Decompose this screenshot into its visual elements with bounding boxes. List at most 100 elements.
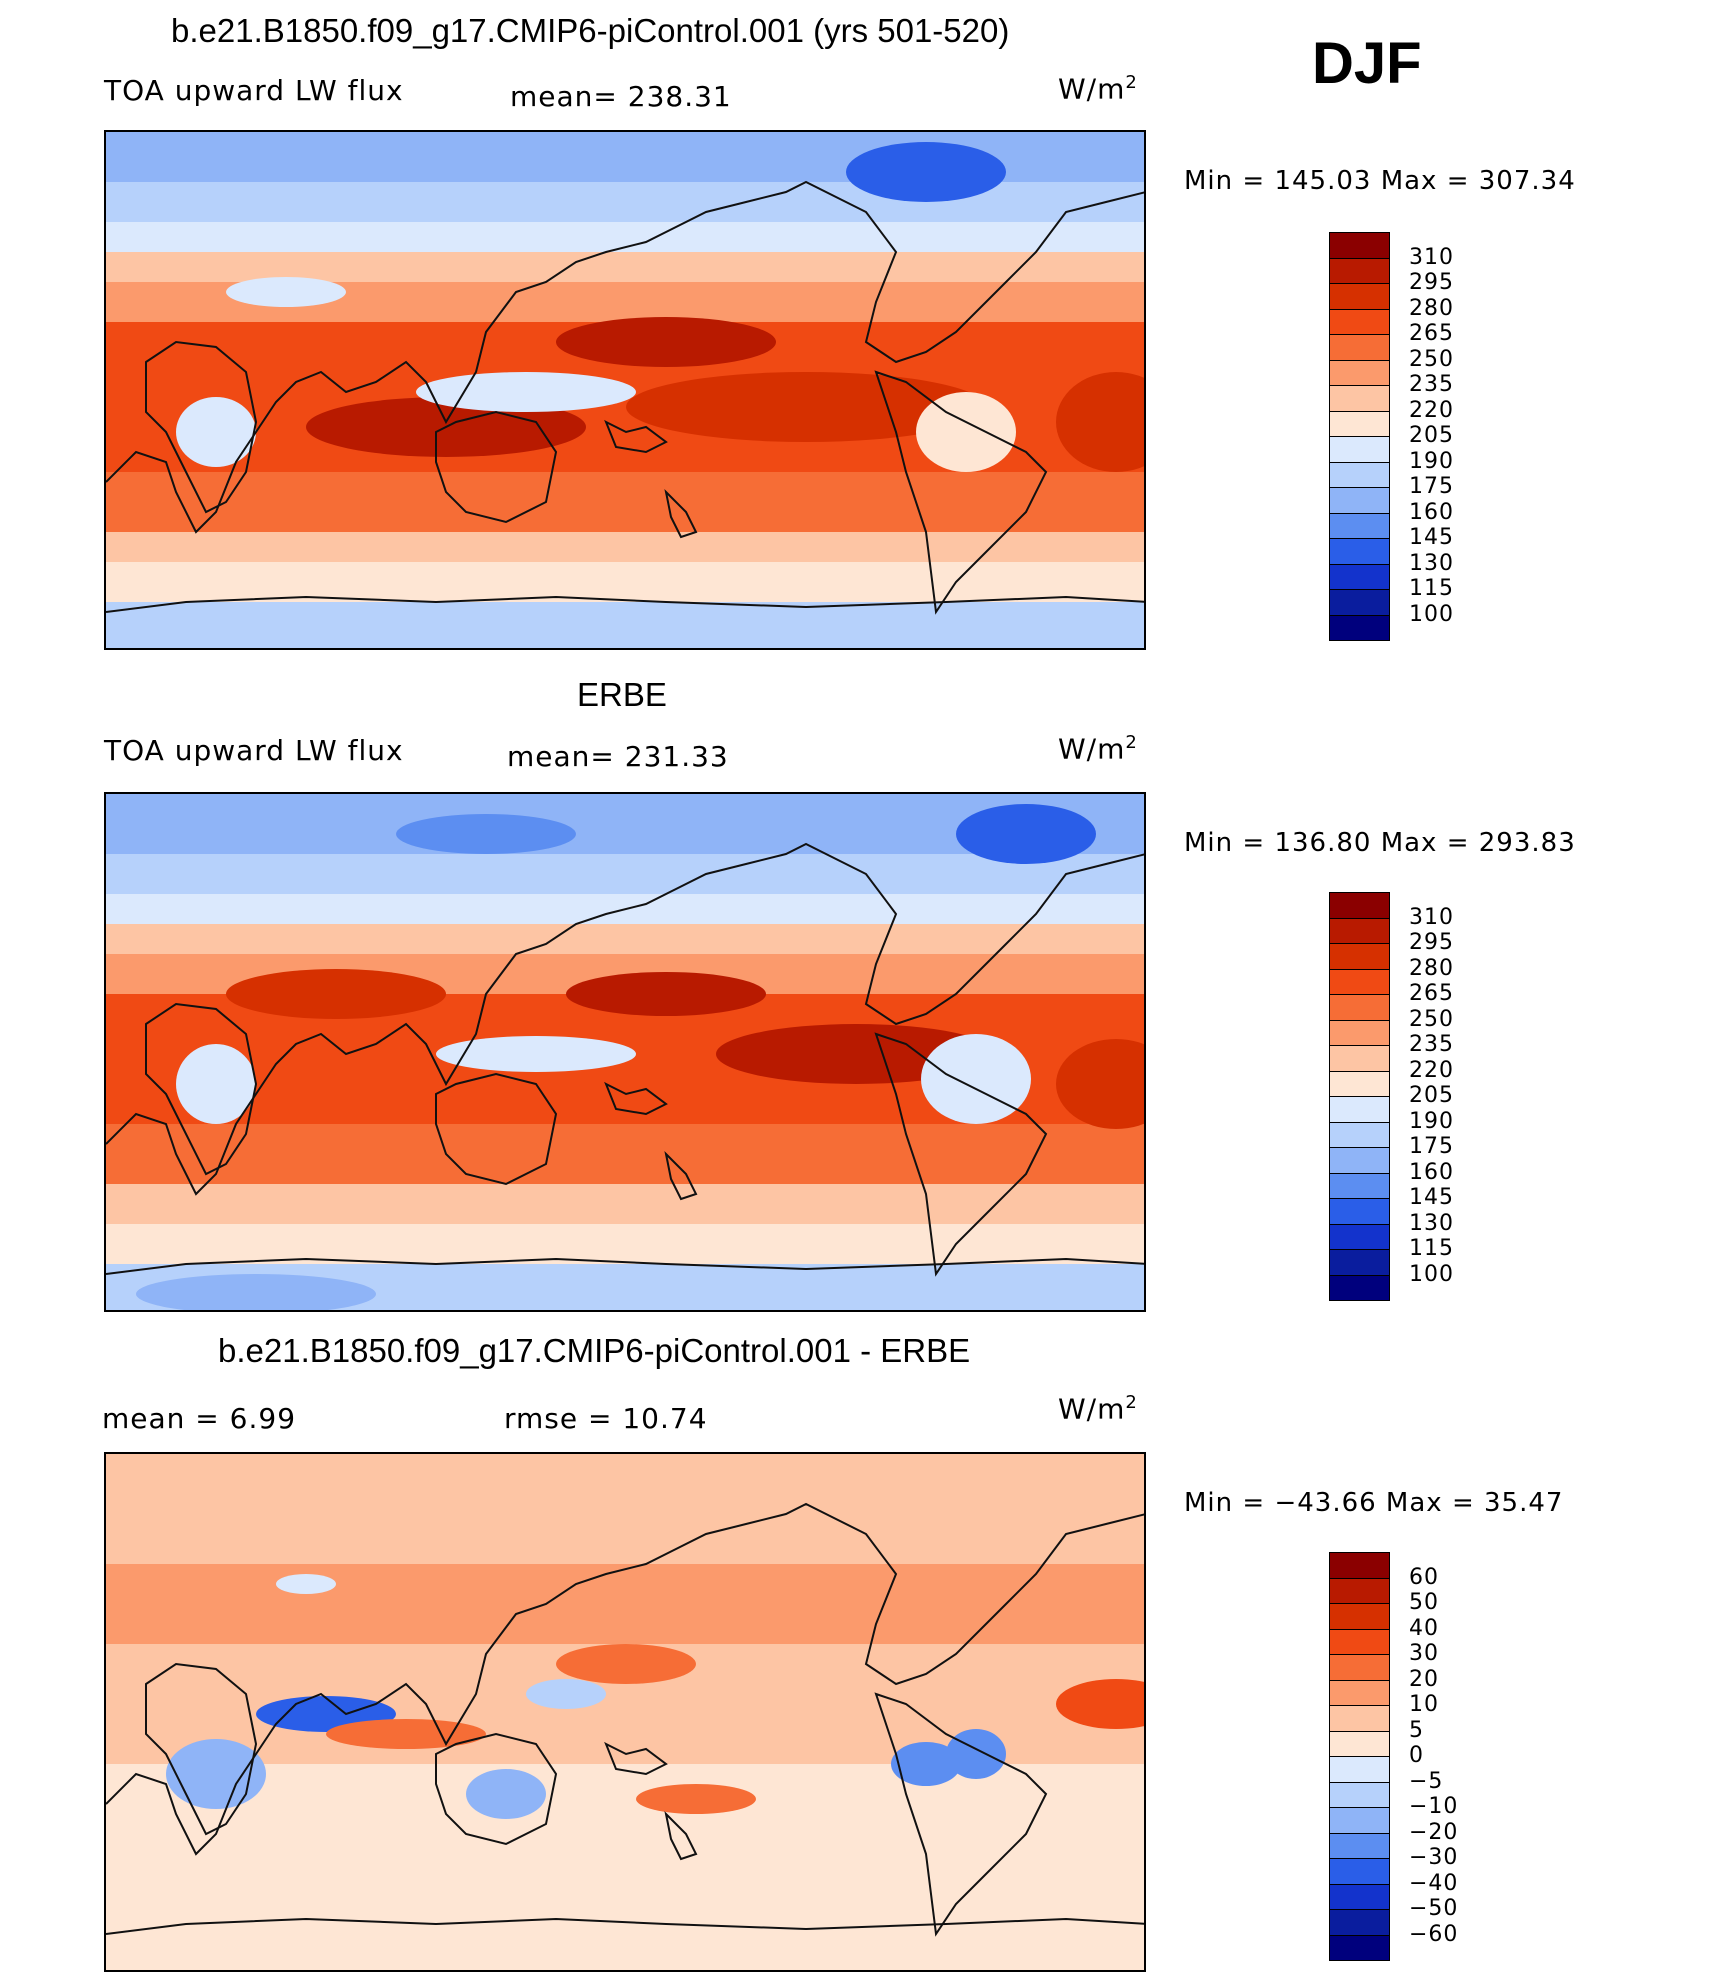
colorbar-tick-label: −5 — [1409, 1768, 1444, 1794]
colorbar-tick-label: 280 — [1409, 955, 1454, 981]
contour-region-warm-pool — [436, 1036, 636, 1072]
contour-band — [106, 1124, 1144, 1184]
contour-band — [106, 924, 1144, 954]
contour-region — [396, 814, 576, 854]
colorbar-swatch — [1329, 1832, 1390, 1859]
colorbar-swatch — [1329, 563, 1390, 590]
colorbar-tick-label: 145 — [1409, 525, 1454, 550]
colorbar-swatch — [1329, 943, 1390, 970]
contour-band — [106, 532, 1144, 562]
colorbar-tick-label: 115 — [1409, 576, 1454, 601]
colorbar-swatch — [1329, 1679, 1390, 1706]
contour-band — [106, 1564, 1144, 1644]
contour-region — [1056, 372, 1144, 472]
colorbar-tick-label: 160 — [1409, 1159, 1454, 1185]
contour-region — [626, 372, 986, 442]
colorbar-swatch — [1329, 232, 1390, 259]
colorbar-swatch — [1329, 1147, 1390, 1174]
colorbar-tick-label: 0 — [1409, 1743, 1424, 1768]
contour-region — [276, 1574, 336, 1594]
colorbar-swatch — [1329, 1654, 1390, 1681]
colorbar-swatch — [1329, 436, 1390, 463]
colorbar-swatch — [1329, 283, 1390, 310]
colorbar-swatch — [1329, 1070, 1390, 1097]
contour-region — [466, 1769, 546, 1819]
colorbar-tick-label: −40 — [1409, 1870, 1459, 1896]
colorbar-swatch — [1329, 1019, 1390, 1046]
colorbar-tick-label: 250 — [1409, 346, 1454, 372]
contour-region-greenland — [956, 804, 1096, 864]
colorbar-tick-label: 175 — [1409, 474, 1454, 499]
colorbar-swatch — [1329, 1223, 1390, 1250]
panel3-map — [104, 1452, 1146, 1972]
contour-region-north-pacific-max — [566, 972, 766, 1016]
colorbar-swatch — [1329, 1274, 1390, 1301]
panel3-minmax: Min = −43.66 Max = 35.47 — [1184, 1488, 1564, 1518]
coastline — [435, 1732, 558, 1846]
contour-band — [106, 562, 1144, 602]
colorbar-tick-label: 175 — [1409, 1134, 1454, 1159]
panel1-map — [104, 130, 1146, 650]
colorbar-tick-label: 130 — [1409, 550, 1454, 576]
colorbar-swatch — [1329, 1096, 1390, 1123]
coastline — [874, 1032, 1048, 1277]
coastline — [106, 1257, 1144, 1275]
colorbar-swatch — [1329, 1172, 1390, 1199]
season-label: DJF — [1312, 31, 1422, 96]
colorbar-swatch — [1329, 1577, 1390, 1604]
panel2-minmax: Min = 136.80 Max = 293.83 — [1184, 828, 1576, 858]
colorbar-swatch — [1329, 308, 1390, 335]
contour-region — [226, 969, 446, 1019]
colorbar-swatch — [1329, 1781, 1390, 1808]
panel3-rmse-label: rmse = 10.74 — [504, 1402, 708, 1435]
colorbar-swatch — [1329, 1628, 1390, 1655]
colorbar-swatch — [1329, 1045, 1390, 1072]
colorbar-tick-label: −60 — [1409, 1921, 1459, 1947]
colorbar-tick-label: 190 — [1409, 448, 1454, 474]
colorbar-tick-label: 30 — [1409, 1641, 1439, 1666]
panel3-mean-label: mean = 6.99 — [102, 1402, 297, 1435]
contour-region-amazon — [921, 1034, 1031, 1124]
contour-region-greenland — [846, 142, 1006, 202]
contour-band-north — [106, 1454, 1144, 1564]
colorbar-swatch — [1329, 1198, 1390, 1225]
colorbar-swatch — [1329, 334, 1390, 361]
colorbar-tick-label: 145 — [1409, 1185, 1454, 1210]
coastline — [145, 1002, 258, 1176]
colorbar-tick-label: 310 — [1409, 904, 1454, 930]
colorbar-tick-label: 205 — [1409, 1083, 1454, 1108]
colorbar-swatch — [1329, 1807, 1390, 1834]
coastline — [435, 1072, 558, 1186]
colorbar-tick-label: 250 — [1409, 1006, 1454, 1032]
panel1-variable-label: TOA upward LW flux — [104, 74, 404, 107]
colorbar-tick-label: 265 — [1409, 981, 1454, 1006]
contour-region-africa — [176, 1044, 256, 1124]
colorbar-swatch — [1329, 589, 1390, 616]
colorbar-tick-label: 160 — [1409, 499, 1454, 525]
coastline — [604, 419, 668, 454]
coastline — [664, 488, 698, 539]
colorbar-swatch — [1329, 917, 1390, 944]
colorbar-swatch — [1329, 1552, 1390, 1579]
colorbar-tick-label: 10 — [1409, 1692, 1439, 1717]
panel1-units: W/m2 — [1058, 72, 1138, 106]
colorbar-swatch — [1329, 1249, 1390, 1276]
coastline — [874, 1692, 1048, 1937]
colorbar-tick-label: −10 — [1409, 1794, 1459, 1819]
panel2-units: W/m2 — [1058, 732, 1138, 766]
contour-region — [526, 1679, 606, 1709]
coastline — [145, 1662, 258, 1836]
contour-band — [106, 1224, 1144, 1264]
colorbar-swatch — [1329, 538, 1390, 565]
colorbar-swatch — [1329, 968, 1390, 995]
colorbar-tick-label: 235 — [1409, 372, 1454, 397]
panel1-title: b.e21.B1850.f09_g17.CMIP6-piControl.001 … — [171, 12, 1010, 49]
colorbar-tick-label: 280 — [1409, 295, 1454, 321]
contour-band — [106, 252, 1144, 282]
coastline — [145, 340, 258, 514]
panel1-minmax: Min = 145.03 Max = 307.34 — [1184, 166, 1576, 196]
colorbar-tick-label: 220 — [1409, 1057, 1454, 1083]
coastline — [664, 1810, 698, 1861]
colorbar-tick-label: 40 — [1409, 1615, 1439, 1641]
colorbar-swatch — [1329, 1121, 1390, 1148]
